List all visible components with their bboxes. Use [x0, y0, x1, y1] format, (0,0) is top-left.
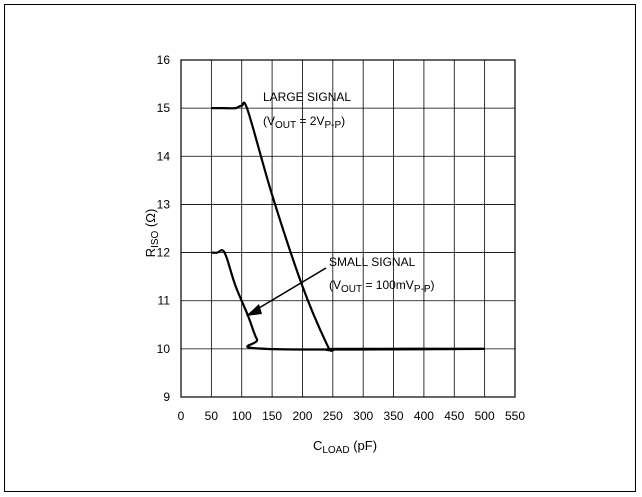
- y-tick-label: 15: [157, 101, 171, 115]
- x-tick-label: 500: [475, 409, 495, 423]
- y-tick-label: 9: [163, 390, 170, 404]
- x-tick-label: 350: [384, 409, 404, 423]
- x-tick-label: 200: [292, 409, 312, 423]
- grid-lines: [181, 60, 515, 397]
- x-tick-label: 100: [232, 409, 252, 423]
- x-tick-label: 0: [178, 409, 185, 423]
- tick-labels: 0 50 100 150 200 250 300 350 400 450 500 550 9 10 11 12…: [157, 53, 526, 423]
- y-axis-label: RISO (Ω): [143, 209, 161, 258]
- y-tick-label: 16: [157, 53, 171, 67]
- y-tick-label: 10: [157, 342, 171, 356]
- y-tick-label: 14: [157, 149, 171, 163]
- annotation-large-signal-line1: LARGE SIGNAL: [263, 90, 351, 104]
- y-tick-label: 13: [157, 197, 171, 211]
- annotation-large-signal: LARGE SIGNAL (VOUT = 2VP-P): [263, 90, 351, 131]
- x-tick-label: 400: [414, 409, 434, 423]
- x-tick-label: 50: [205, 409, 219, 423]
- x-tick-label: 300: [353, 409, 373, 423]
- x-tick-label: 550: [505, 409, 525, 423]
- data-series: [211, 101, 485, 352]
- chart-frame: [4, 4, 636, 492]
- y-tick-label: 11: [158, 294, 171, 308]
- x-tick-label: 150: [262, 409, 282, 423]
- annotation-small-signal: SMALL SIGNAL (VOUT = 100mVP-P): [246, 255, 434, 316]
- annotation-arrowhead: [246, 304, 262, 316]
- x-tick-label: 250: [323, 409, 343, 423]
- y-tick-label: 12: [157, 246, 171, 260]
- plot-area-border: [180, 59, 516, 398]
- annotation-small-signal-line1: SMALL SIGNAL: [329, 255, 416, 269]
- annotation-small-signal-line2: (VOUT = 100mVP-P): [329, 278, 434, 295]
- annotation-large-signal-line2: (VOUT = 2VP-P): [263, 114, 345, 131]
- x-tick-label: 450: [444, 409, 464, 423]
- x-axis-label: CLOAD (pF): [313, 438, 377, 456]
- annotation-arrow-line: [253, 267, 327, 312]
- series-line-small-signal: [211, 248, 485, 351]
